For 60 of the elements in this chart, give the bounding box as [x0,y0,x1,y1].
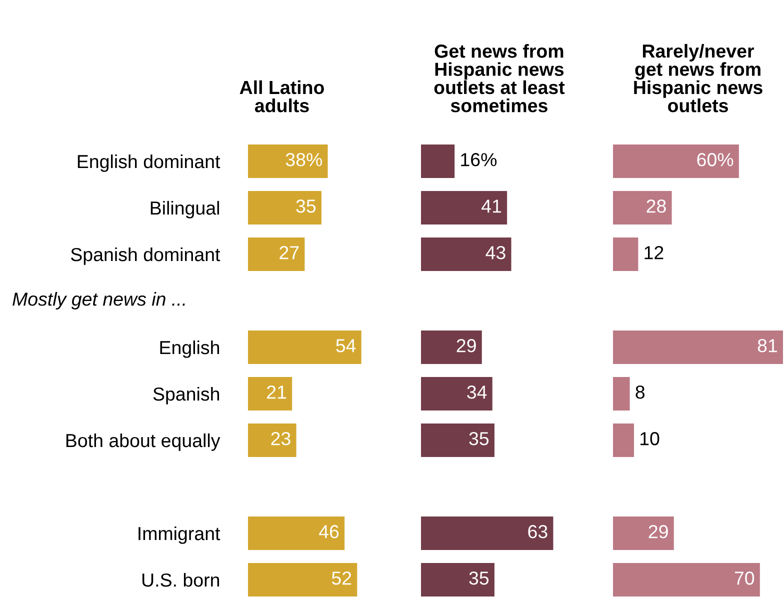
text: Mostly get news in ... [12,292,185,310]
bar [613,330,783,364]
bar [613,144,739,178]
data-label: 8 [636,386,644,399]
bar [421,563,494,596]
bar [613,516,674,550]
data-label: 35 [469,572,489,585]
data-label: 46 [319,525,339,538]
bar [248,424,296,457]
data-label: 29 [648,525,668,538]
data-label: 12 [644,246,664,260]
data-label: 35 [469,432,489,446]
y-tick-label: U.S. born [142,572,220,587]
bar [248,144,328,178]
y-tick-label: Immigrant [138,526,220,544]
data-label: 54 [336,339,356,352]
bar [613,563,760,596]
data-label: 10 [640,432,660,446]
y-tick-label: English [160,340,220,358]
chart-title: All Latino adults [240,80,324,112]
bar [248,516,345,550]
data-label: 63 [528,525,548,538]
data-label: 60% [697,153,734,166]
bar [613,238,638,271]
y-tick-label: Spanish [153,386,220,404]
bar [421,424,494,457]
bar [613,377,630,410]
data-label: 34 [467,386,487,399]
data-label: 16% [461,153,497,166]
bar [421,238,512,271]
data-label: 43 [486,246,506,260]
data-label: 70 [734,572,754,585]
bar [421,144,455,178]
data-label: 27 [280,246,299,260]
data-label: 52 [332,572,352,585]
bar [613,424,634,457]
chart-title: Get news from Hispanic news outlets at least sometimes [434,44,565,112]
bar [421,330,482,364]
bar [613,191,672,224]
data-label: 35 [296,200,316,213]
y-tick-label: Both about equally [66,433,220,451]
data-label: 23 [271,432,290,446]
data-label: 41 [482,200,502,213]
bar [421,191,508,224]
bar [248,330,362,364]
data-label: 28 [646,200,666,213]
y-tick-label: Bilingual [150,200,219,218]
chart-title: Rarely/never get news from Hispanic news outlets [634,44,762,112]
bar [248,377,292,410]
data-label: 21 [267,386,286,399]
data-label: 38% [286,153,322,166]
bar [421,377,492,410]
bar [248,191,322,224]
y-tick-label: Spanish dominant [70,247,220,265]
bar [248,563,358,596]
bar [248,238,305,271]
bar [421,516,554,550]
data-label: 29 [456,339,476,352]
data-label: 81 [758,339,777,352]
y-tick-label: English dominant [78,154,220,172]
